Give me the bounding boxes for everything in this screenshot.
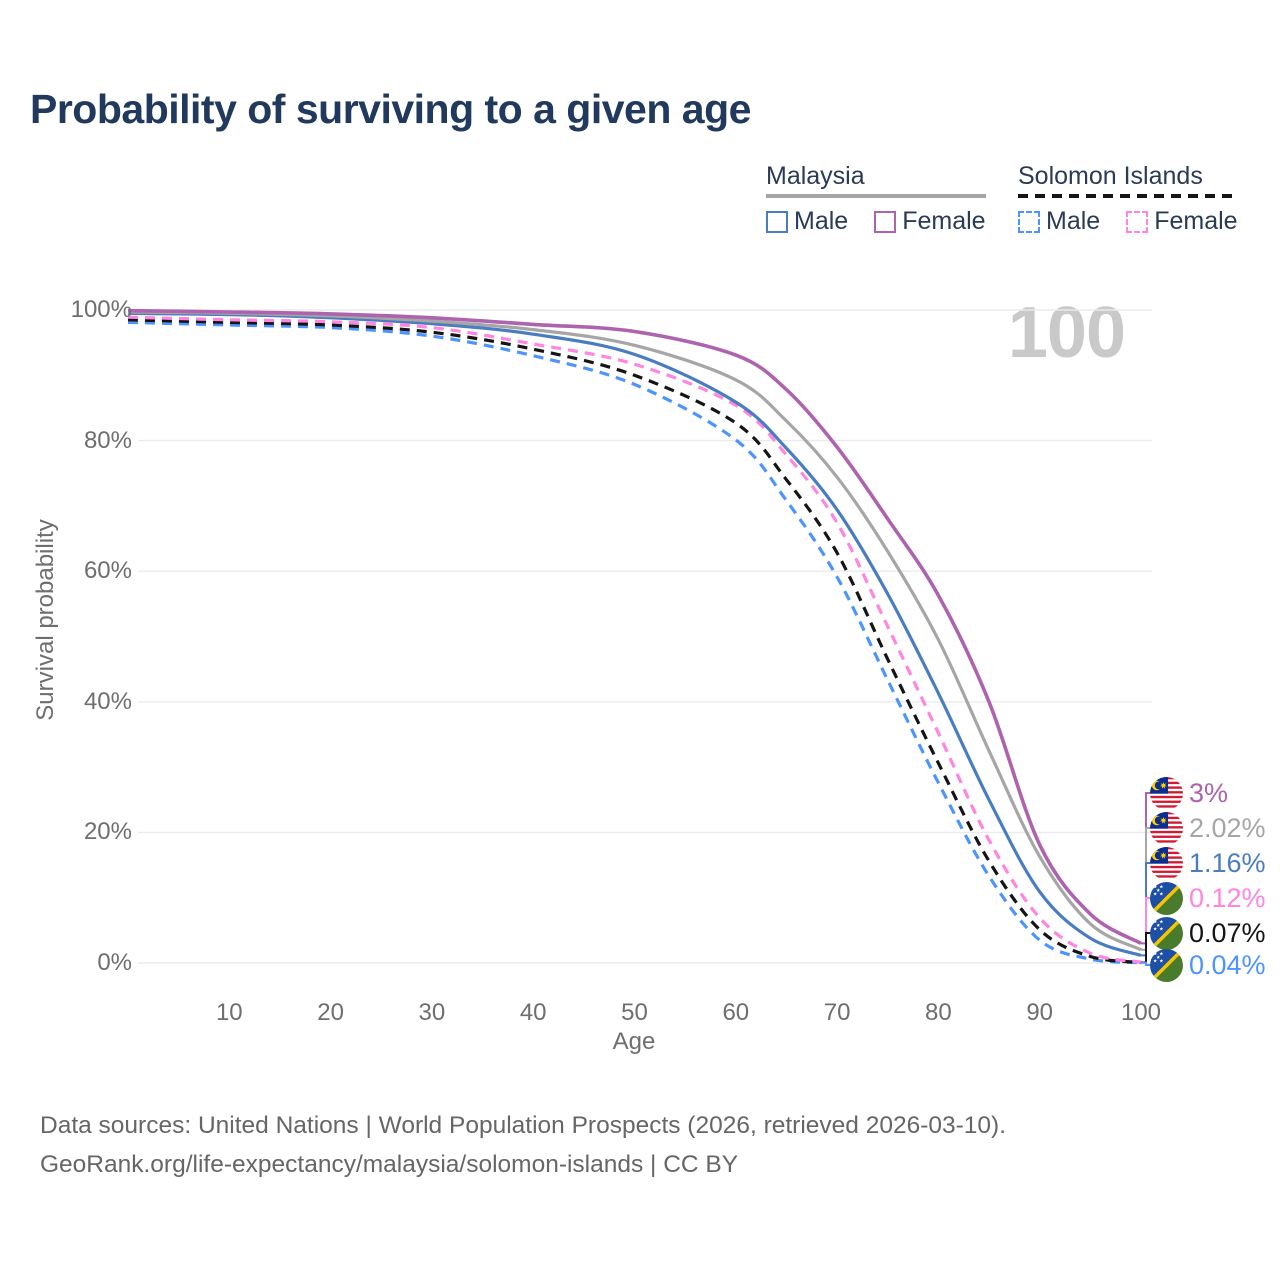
x-tick-label: 30 — [418, 999, 446, 1026]
end-label-solomon-islands-male: 0.04% — [1150, 948, 1266, 982]
legend-underline-dashed — [1018, 194, 1238, 198]
y-tick-label: 60% — [83, 557, 132, 585]
age-watermark: 100 — [1007, 293, 1126, 373]
legend-item-label: Female — [1154, 207, 1238, 235]
legend-underline-solid — [766, 194, 986, 198]
data-sources-line: Data sources: United Nations | World Pop… — [40, 1112, 1007, 1139]
x-tick-label: 50 — [621, 999, 648, 1026]
malaysia-flag-icon — [1150, 846, 1183, 880]
end-label-value: 0.12% — [1189, 882, 1266, 913]
curve-malaysia-male — [127, 311, 1142, 957]
y-tick-label: 100% — [70, 296, 132, 323]
end-label-solomon-islands-both-sexes: 0.07% — [1150, 916, 1266, 950]
leader-line-solomon-islands-male — [1141, 961, 1153, 966]
curve-solomon-islands-both-sexes — [127, 318, 1142, 965]
y-tick-label: 80% — [83, 426, 132, 454]
legend-group-malaysia: Malaysia Male Female — [766, 162, 986, 236]
line-style-swatch — [1018, 210, 1040, 233]
x-tick-label: 100 — [1120, 999, 1162, 1026]
x-tick-label: 90 — [1026, 999, 1054, 1026]
line-style-swatch — [1126, 210, 1149, 233]
legend-items: Male Female — [1018, 207, 1238, 236]
legend-item-solomon-female[interactable]: Female — [1126, 207, 1238, 236]
solomon-islands-flag-icon — [1150, 948, 1183, 982]
legend-group-title: Solomon Islands — [1018, 162, 1203, 190]
end-label-malaysia-male: 1.16% — [1150, 846, 1266, 880]
end-label-malaysia-both-sexes: 2.02% — [1150, 811, 1266, 845]
legend-item-label: Male — [1046, 207, 1101, 235]
line-style-swatch — [766, 210, 788, 233]
x-tick-label: 80 — [925, 999, 952, 1026]
legend-item-solomon-male[interactable]: Male — [1018, 207, 1100, 236]
legend-item-label: Male — [794, 207, 849, 235]
solomon-islands-flag-icon — [1150, 881, 1183, 915]
y-axis-title: Survival probability — [32, 519, 59, 721]
x-tick-label: 60 — [722, 999, 750, 1026]
legend-item-malaysia-male[interactable]: Male — [766, 207, 848, 236]
page-title: Probability of surviving to a given age — [30, 86, 751, 132]
end-label-value: 2.02% — [1189, 812, 1266, 843]
x-tick-label: 10 — [215, 999, 243, 1026]
footer: Data sources: United Nations | World Pop… — [40, 1106, 1006, 1184]
end-label-value: 0.07% — [1189, 917, 1266, 948]
curve-malaysia-female — [127, 308, 1142, 945]
legend-items: Male Female — [766, 207, 986, 236]
x-axis-title: Age — [612, 1028, 656, 1055]
legend-item-label: Female — [902, 207, 986, 235]
y-tick-label: 0% — [97, 949, 132, 976]
end-label-malaysia-female: 3% — [1150, 776, 1228, 810]
attribution-line: GeoRank.org/life-expectancy/malaysia/sol… — [40, 1151, 739, 1178]
malaysia-flag-icon — [1150, 811, 1183, 845]
curve-malaysia-both-sexes — [127, 310, 1142, 952]
x-tick-label: 40 — [519, 999, 547, 1026]
curve-solomon-islands-female — [127, 315, 1142, 964]
solomon-islands-flag-icon — [1150, 916, 1183, 950]
x-tick-label: 70 — [823, 999, 851, 1026]
y-tick-label: 40% — [83, 687, 132, 715]
legend-group-solomon-islands: Solomon Islands Male Female — [1018, 162, 1238, 236]
end-label-value: 0.04% — [1189, 949, 1266, 980]
end-label-solomon-islands-female: 0.12% — [1150, 881, 1266, 915]
line-style-swatch — [874, 210, 897, 233]
y-tick-label: 20% — [83, 818, 132, 846]
x-tick-label: 20 — [317, 999, 344, 1026]
end-label-value: 3% — [1189, 777, 1229, 808]
legend-item-malaysia-female[interactable]: Female — [874, 207, 986, 236]
legend-group-title: Malaysia — [766, 162, 865, 190]
malaysia-flag-icon — [1150, 776, 1183, 810]
curve-solomon-islands-male — [127, 320, 1142, 965]
end-label-value: 1.16% — [1189, 847, 1266, 878]
